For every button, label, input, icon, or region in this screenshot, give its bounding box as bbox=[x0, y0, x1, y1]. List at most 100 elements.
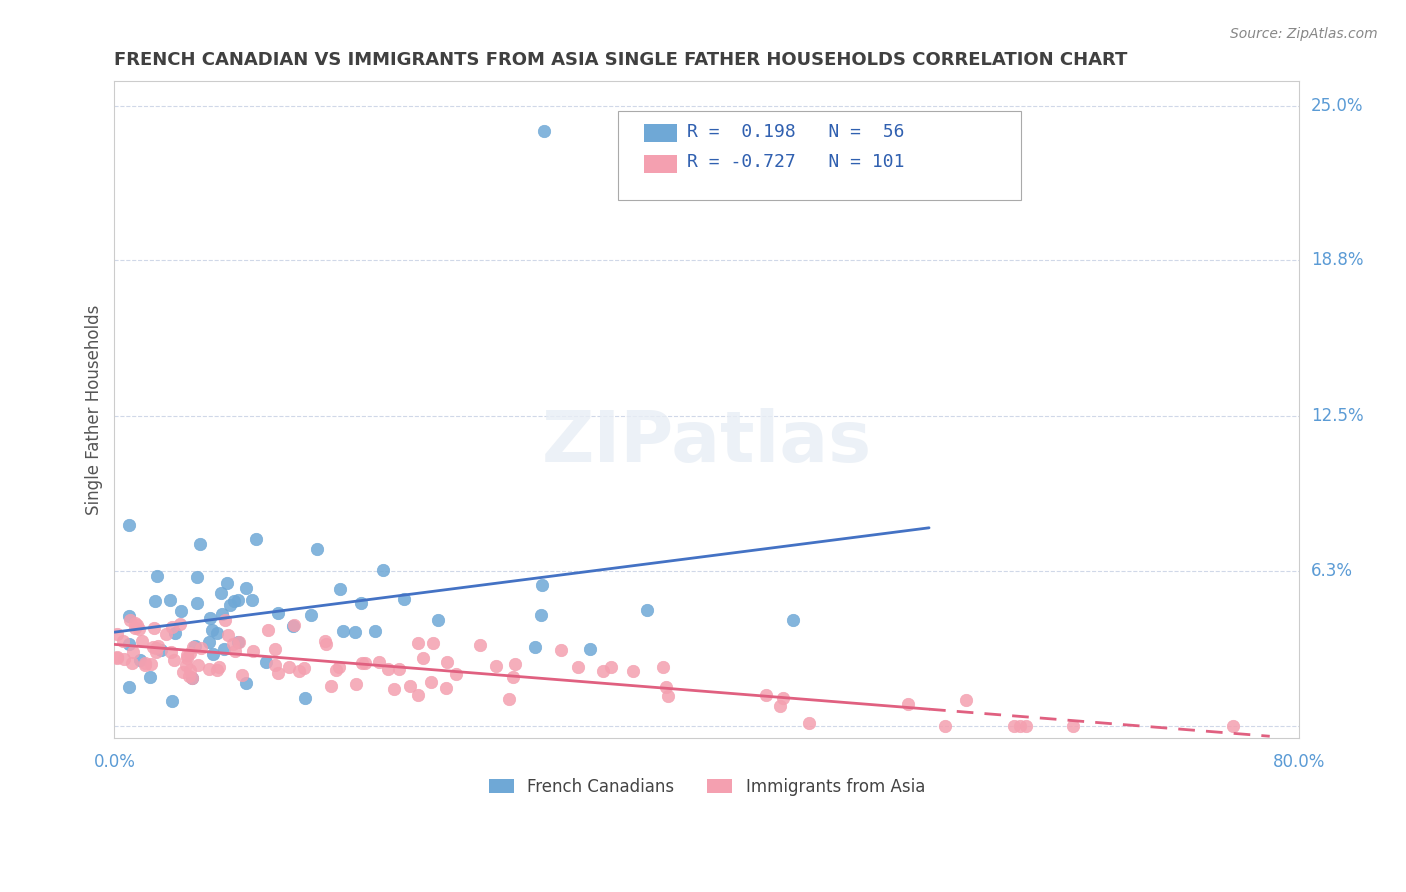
Point bbox=[124, 615, 146, 630]
Point bbox=[350, 656, 373, 670]
Point bbox=[1063, 719, 1085, 733]
Point bbox=[524, 640, 547, 654]
Point bbox=[533, 124, 555, 138]
Point bbox=[1015, 719, 1038, 733]
Point bbox=[208, 660, 231, 674]
Point bbox=[797, 715, 820, 730]
Point bbox=[406, 689, 429, 703]
Point bbox=[235, 676, 257, 690]
Point bbox=[422, 636, 444, 650]
Point bbox=[148, 639, 170, 653]
Point bbox=[470, 639, 492, 653]
Point bbox=[245, 532, 267, 546]
Point bbox=[420, 674, 443, 689]
Point bbox=[652, 660, 675, 674]
Point bbox=[283, 618, 305, 632]
Point bbox=[145, 645, 167, 659]
Point bbox=[530, 607, 553, 622]
Point bbox=[222, 637, 245, 651]
Text: 12.5%: 12.5% bbox=[1312, 407, 1364, 425]
Point bbox=[498, 692, 520, 706]
Point bbox=[179, 669, 201, 683]
Text: 25.0%: 25.0% bbox=[1312, 97, 1364, 115]
Point bbox=[254, 655, 277, 669]
Point bbox=[1008, 719, 1031, 733]
Point bbox=[205, 626, 228, 640]
Point bbox=[344, 676, 367, 690]
Point bbox=[299, 608, 322, 623]
Point bbox=[198, 611, 221, 625]
Point bbox=[170, 604, 193, 618]
Text: 6.3%: 6.3% bbox=[1312, 562, 1353, 580]
Text: 80.0%: 80.0% bbox=[1274, 753, 1326, 771]
Point bbox=[621, 664, 644, 678]
Point bbox=[172, 665, 194, 679]
Point bbox=[224, 594, 246, 608]
Point bbox=[146, 568, 169, 582]
Point bbox=[226, 592, 249, 607]
Point bbox=[143, 593, 166, 607]
Text: R =  0.198   N =  56: R = 0.198 N = 56 bbox=[686, 123, 904, 141]
Point bbox=[1002, 719, 1025, 733]
Point bbox=[145, 640, 167, 655]
Point bbox=[143, 621, 166, 635]
Legend: French Canadians, Immigrants from Asia: French Canadians, Immigrants from Asia bbox=[482, 771, 932, 803]
Point bbox=[218, 598, 240, 612]
Point bbox=[550, 643, 572, 657]
Point bbox=[292, 661, 315, 675]
Point bbox=[163, 653, 186, 667]
Point bbox=[105, 650, 128, 665]
Point bbox=[328, 659, 350, 673]
Point bbox=[240, 592, 263, 607]
Text: R = -0.727   N = 101: R = -0.727 N = 101 bbox=[686, 153, 904, 171]
Point bbox=[224, 643, 246, 657]
Point bbox=[160, 694, 183, 708]
Point bbox=[211, 607, 233, 621]
Point bbox=[321, 679, 343, 693]
FancyBboxPatch shape bbox=[644, 124, 678, 143]
Point bbox=[112, 651, 135, 665]
Point bbox=[176, 648, 198, 662]
Point bbox=[149, 643, 172, 657]
Point bbox=[294, 690, 316, 705]
Point bbox=[186, 570, 208, 584]
Point bbox=[636, 603, 658, 617]
Point bbox=[484, 659, 506, 673]
Point bbox=[160, 645, 183, 659]
Point bbox=[124, 621, 146, 635]
Point bbox=[398, 679, 420, 693]
Point bbox=[657, 689, 679, 703]
Text: 0.0%: 0.0% bbox=[93, 753, 135, 771]
Point bbox=[373, 563, 395, 577]
Point bbox=[1222, 719, 1244, 733]
Point bbox=[408, 635, 430, 649]
Point bbox=[179, 663, 201, 677]
Point bbox=[755, 688, 778, 702]
Point bbox=[350, 596, 373, 610]
Point bbox=[444, 667, 467, 681]
Point bbox=[134, 658, 156, 673]
FancyBboxPatch shape bbox=[644, 155, 678, 173]
Point bbox=[434, 681, 457, 695]
Point bbox=[183, 640, 205, 655]
Point bbox=[579, 641, 602, 656]
Point bbox=[353, 656, 375, 670]
FancyBboxPatch shape bbox=[619, 111, 1021, 200]
Point bbox=[209, 586, 232, 600]
Point bbox=[127, 618, 149, 632]
Point bbox=[131, 634, 153, 648]
Point bbox=[772, 690, 794, 705]
Point bbox=[120, 613, 142, 627]
Point bbox=[105, 650, 128, 665]
Point bbox=[187, 658, 209, 673]
Point bbox=[242, 644, 264, 658]
Point bbox=[325, 663, 347, 677]
Point bbox=[118, 608, 141, 623]
Point bbox=[134, 656, 156, 670]
Point bbox=[530, 577, 553, 591]
Point bbox=[782, 613, 804, 627]
Point bbox=[198, 662, 221, 676]
Point bbox=[305, 542, 328, 557]
Point bbox=[105, 627, 128, 641]
Point bbox=[118, 517, 141, 532]
